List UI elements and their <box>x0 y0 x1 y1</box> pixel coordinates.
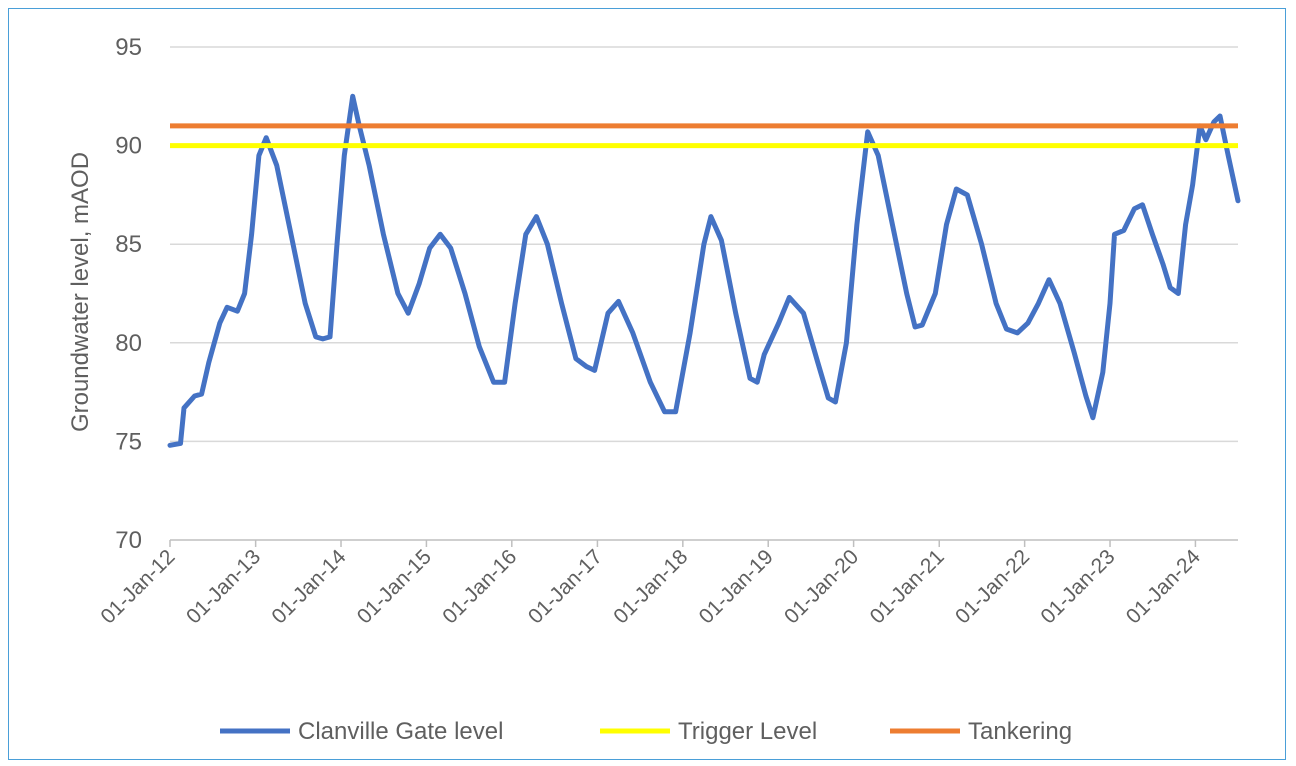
series-line-clanville-gate-level <box>167 93 1241 448</box>
x-tick-label: 01-Jan-13 <box>182 545 265 628</box>
x-tick-label: 01-Jan-21 <box>866 545 949 628</box>
legend-label: Tankering <box>968 718 1072 745</box>
x-tick-label: 01-Jan-20 <box>780 545 863 628</box>
x-tick-label: 01-Jan-23 <box>1036 545 1119 628</box>
y-tick-label: 95 <box>115 34 142 61</box>
y-tick-label: 80 <box>115 330 142 357</box>
x-tick-label: 01-Jan-22 <box>951 545 1034 628</box>
legend-label: Trigger Level <box>678 718 817 745</box>
x-tick-label: 01-Jan-24 <box>1122 545 1205 628</box>
y-axis-label: Groundwater level, mAOD <box>67 152 94 432</box>
x-tick-label: 01-Jan-16 <box>438 545 521 628</box>
y-tick-label: 85 <box>115 231 142 258</box>
y-tick-label: 70 <box>115 527 142 554</box>
x-tick-label: 01-Jan-15 <box>353 545 436 628</box>
gridlines <box>170 46 1238 541</box>
x-tick-label: 01-Jan-14 <box>267 545 350 628</box>
x-tick-label: 01-Jan-17 <box>524 545 607 628</box>
x-tick-label: 01-Jan-18 <box>609 545 692 628</box>
x-tick-label: 01-Jan-19 <box>695 545 778 628</box>
y-axis-ticks: 70 75 80 85 90 95 <box>115 34 142 554</box>
legend-label: Clanville Gate level <box>298 718 503 745</box>
chart-frame <box>8 8 1286 760</box>
x-axis-ticks: 01-Jan-12 01-Jan-13 01-Jan-14 01-Jan-15 01-J… <box>96 540 1205 628</box>
legend: Clanville Gate level Trigger Level Tankeri… <box>220 718 1072 745</box>
y-tick-label: 90 <box>115 133 142 160</box>
x-tick-label: 01-Jan-12 <box>96 545 179 628</box>
series-layer <box>167 93 1241 448</box>
y-tick-label: 75 <box>115 428 142 455</box>
